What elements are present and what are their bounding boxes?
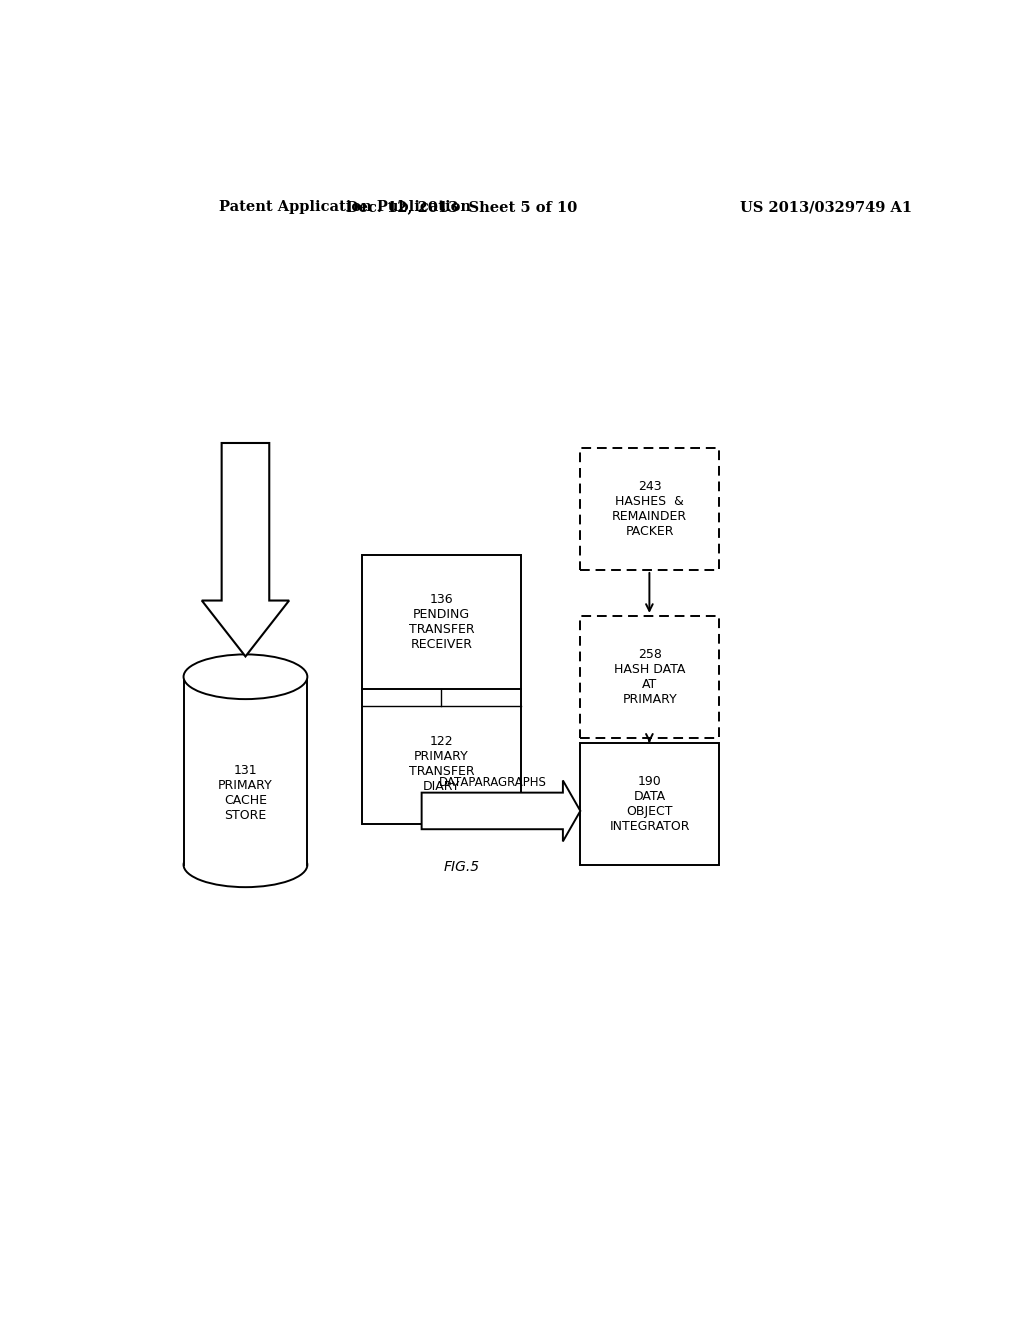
Ellipse shape: [183, 655, 307, 700]
Polygon shape: [202, 444, 289, 656]
Text: 243
HASHES  &
REMAINDER
PACKER: 243 HASHES & REMAINDER PACKER: [612, 480, 687, 539]
Text: 131
PRIMARY
CACHE
STORE: 131 PRIMARY CACHE STORE: [218, 764, 272, 822]
Text: Patent Application Publication: Patent Application Publication: [219, 201, 471, 214]
Text: Dec. 12, 2013  Sheet 5 of 10: Dec. 12, 2013 Sheet 5 of 10: [346, 201, 577, 214]
Text: 136
PENDING
TRANSFER
RECEIVER: 136 PENDING TRANSFER RECEIVER: [409, 593, 474, 651]
Text: 190
DATA
OBJECT
INTEGRATOR: 190 DATA OBJECT INTEGRATOR: [609, 775, 690, 833]
Bar: [581, 447, 719, 570]
Text: US 2013/0329749 A1: US 2013/0329749 A1: [740, 201, 912, 214]
Text: DATAPARAGRAPHS: DATAPARAGRAPHS: [439, 776, 547, 788]
Bar: [362, 554, 521, 824]
Bar: [581, 743, 719, 865]
Ellipse shape: [183, 842, 307, 887]
Text: FIG.5: FIG.5: [443, 859, 479, 874]
Polygon shape: [422, 780, 581, 841]
Text: 122
PRIMARY
TRANSFER
DIARY
STORE: 122 PRIMARY TRANSFER DIARY STORE: [409, 735, 474, 808]
Text: 258
HASH DATA
AT
PRIMARY: 258 HASH DATA AT PRIMARY: [614, 648, 685, 706]
Bar: [183, 677, 307, 865]
Bar: [581, 615, 719, 738]
